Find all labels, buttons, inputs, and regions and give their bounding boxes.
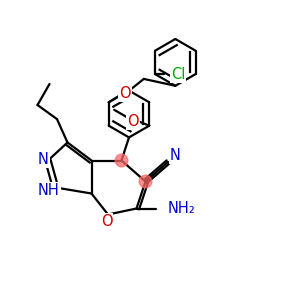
Text: N: N bbox=[170, 148, 181, 163]
Text: NH₂: NH₂ bbox=[168, 201, 196, 216]
Text: O: O bbox=[127, 114, 139, 129]
Text: O: O bbox=[101, 214, 112, 230]
Text: N: N bbox=[38, 152, 49, 166]
Text: NH: NH bbox=[38, 183, 60, 198]
Circle shape bbox=[115, 154, 128, 167]
Text: Cl: Cl bbox=[171, 67, 185, 82]
Text: O: O bbox=[119, 86, 131, 101]
Circle shape bbox=[139, 175, 152, 188]
